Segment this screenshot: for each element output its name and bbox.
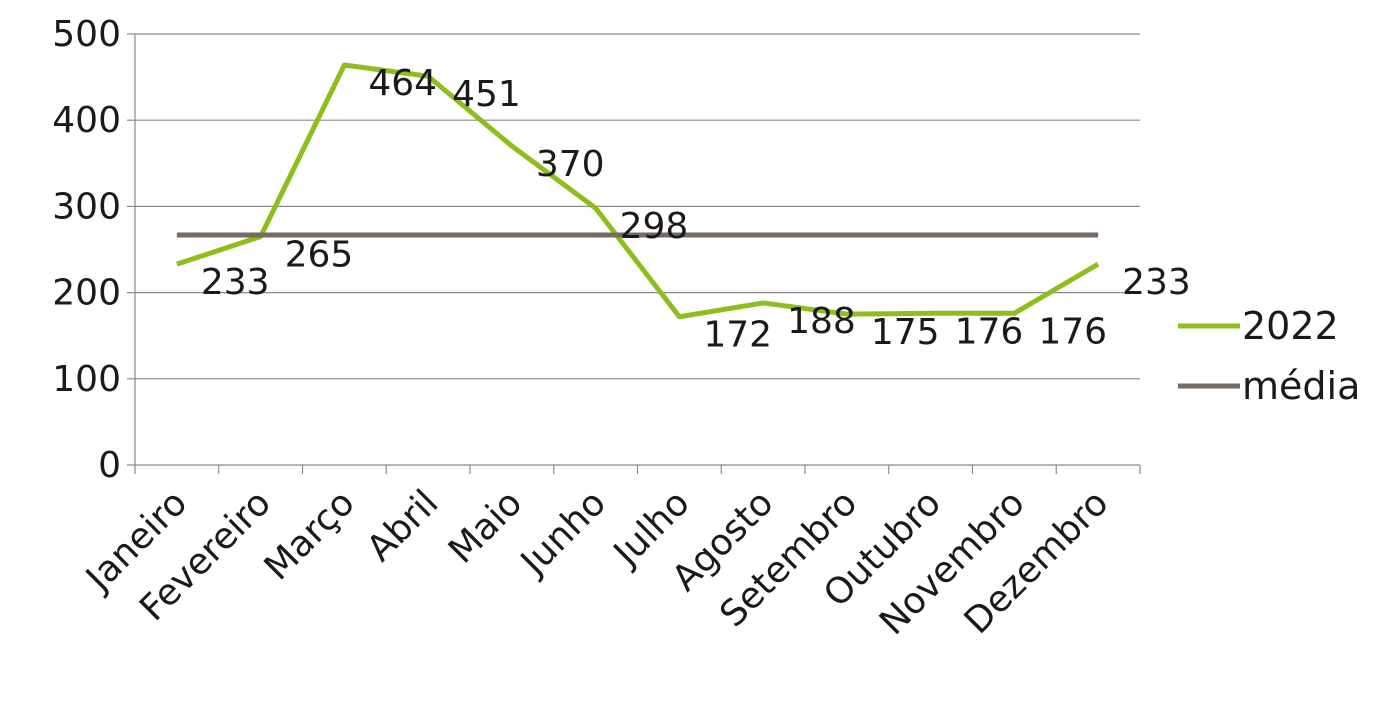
axes <box>127 33 1141 474</box>
y-tick-label: 400 <box>52 100 121 141</box>
y-tick-label: 200 <box>52 273 121 314</box>
data-label: 176 <box>955 311 1024 352</box>
data-label: 451 <box>452 74 521 115</box>
x-category-label: Março <box>257 482 363 588</box>
data-label: 370 <box>536 144 605 185</box>
x-category-label: Abril <box>359 482 446 569</box>
data-label: 298 <box>620 206 689 247</box>
data-label: 464 <box>368 63 437 104</box>
data-label: 176 <box>1038 311 1107 352</box>
legend-label-2022: 2022 <box>1242 304 1339 348</box>
data-labels: 233 265 464 451 370 298 172 188 175 176 176 233 <box>201 63 1191 356</box>
y-tick-label: 500 <box>52 14 121 55</box>
data-label: 175 <box>871 312 940 353</box>
x-category-label: Junho <box>512 482 614 584</box>
data-label: 172 <box>703 315 772 356</box>
gridlines <box>135 33 1140 380</box>
data-label: 265 <box>285 235 354 276</box>
data-label: 188 <box>787 301 856 342</box>
data-label: 233 <box>1122 262 1191 303</box>
legend-label-media: média <box>1242 364 1360 408</box>
series-lines <box>176 62 1100 320</box>
legend: 2022 média <box>1178 304 1360 408</box>
data-label: 233 <box>201 262 270 303</box>
y-tick-label: 0 <box>98 445 121 486</box>
x-axis-category-labels: JaneiroFevereiroMarçoAbrilMaioJunhoJulho… <box>77 482 1116 643</box>
y-axis-tick-labels: 0 100 200 300 400 500 <box>52 14 121 486</box>
series-line-2022 <box>176 62 1100 320</box>
y-tick-label: 100 <box>52 359 121 400</box>
y-tick-label: 300 <box>52 186 121 227</box>
